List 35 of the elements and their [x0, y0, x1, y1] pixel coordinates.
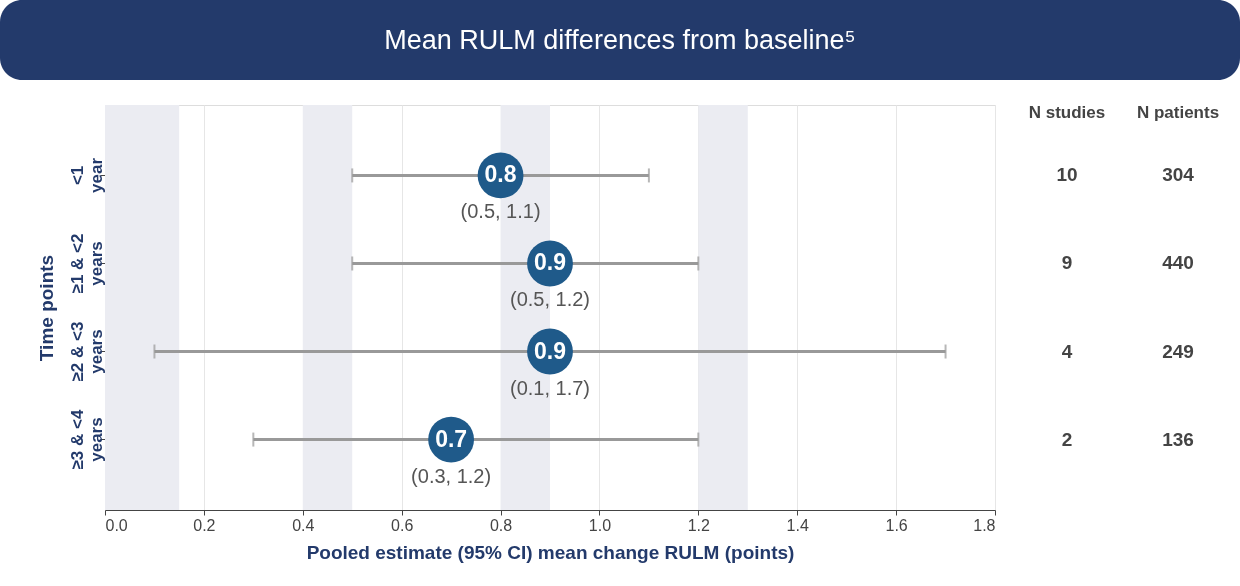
- x-axis-title: Pooled estimate (95% CI) mean change RULM (points): [306, 541, 795, 563]
- text: 249: [1162, 340, 1194, 362]
- text: 304: [1162, 164, 1195, 186]
- x-tick-label: 1.6: [885, 516, 908, 534]
- annotation: (0.5, 1.1): [460, 200, 541, 223]
- annotation: (0.5, 1.2): [509, 288, 591, 311]
- x-tick-label: 0.6: [391, 516, 414, 534]
- text: 136: [1162, 428, 1194, 450]
- y-tick-label: ≥3 & <4 years: [67, 409, 106, 470]
- y-tick-label: <1 year: [67, 157, 106, 193]
- y-tick-label: ≥2 & <3 years: [67, 321, 106, 382]
- x-tick-label: 0.2: [193, 516, 216, 534]
- text: 9: [1061, 252, 1073, 274]
- x-tick-label: 0.4: [292, 516, 315, 534]
- text: N patients: [1136, 103, 1220, 122]
- text: 2: [1061, 428, 1073, 450]
- x-tick-label: 1.0: [588, 516, 612, 534]
- x-tick-label: 0.0: [105, 516, 128, 534]
- x-tick-label: 1.2: [687, 516, 711, 534]
- data-label: 0.7: [435, 425, 468, 452]
- text: 440: [1162, 252, 1194, 274]
- text: N studies: [1028, 103, 1106, 122]
- y-tick-label: ≥1 & <2 years: [67, 233, 106, 294]
- chart-title: Mean RULM differences from baseline⁵: [384, 25, 856, 55]
- data-label: 0.9: [534, 337, 566, 364]
- annotation: (0.3, 1.2): [411, 464, 492, 487]
- y-axis-title: Time points: [35, 254, 57, 362]
- x-tick-label: 1.8: [973, 516, 996, 534]
- data-label: 0.9: [534, 249, 566, 276]
- x-tick-label: 0.8: [489, 516, 513, 534]
- annotation: (0.1, 1.7): [509, 376, 591, 399]
- text: 4: [1061, 340, 1073, 362]
- x-tick-label: 1.4: [786, 516, 809, 534]
- text: 10: [1056, 164, 1078, 186]
- data-label: 0.8: [484, 161, 517, 188]
